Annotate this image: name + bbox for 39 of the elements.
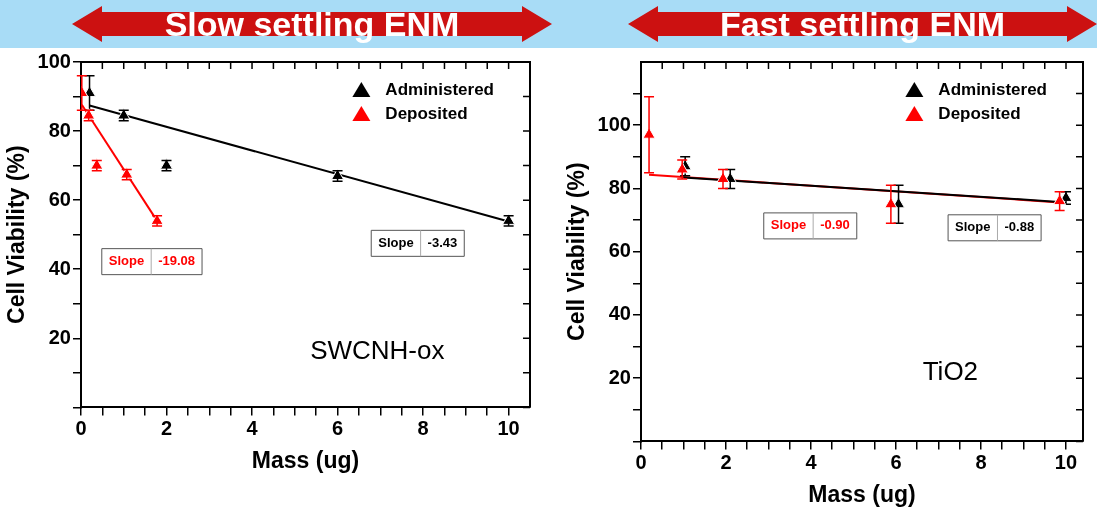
y-axis-title: Cell Viability (%) bbox=[3, 145, 30, 324]
x-tick-label: 2 bbox=[720, 450, 732, 473]
y-tick-label: 80 bbox=[48, 118, 71, 141]
annotation: Slope -0.90 bbox=[770, 217, 850, 233]
y-tick-label: 20 bbox=[608, 365, 631, 388]
legend-label: Deposited bbox=[385, 103, 468, 123]
x-tick-label: 10 bbox=[1054, 450, 1078, 473]
chart-title: Slow settling ENM bbox=[163, 4, 461, 45]
x-tick-label: 0 bbox=[75, 416, 87, 439]
x-tick-label: 0 bbox=[635, 450, 647, 473]
annotation: TiO2 bbox=[922, 356, 979, 387]
y-tick-label: 40 bbox=[608, 302, 631, 325]
x-tick-label: 2 bbox=[160, 416, 173, 439]
annotation: Slope -3.43 bbox=[378, 234, 458, 250]
y-tick-label: 80 bbox=[608, 175, 631, 198]
y-tick-label: 100 bbox=[37, 49, 71, 72]
chart-title: Fast settling ENM bbox=[718, 4, 1007, 45]
y-axis-title: Cell Viability (%) bbox=[563, 162, 590, 341]
legend-label: Administered bbox=[938, 79, 1048, 99]
x-tick-label: 6 bbox=[332, 416, 344, 439]
annotation: SWCNH-ox bbox=[310, 335, 445, 366]
x-tick-label: 4 bbox=[805, 450, 818, 473]
x-tick-label: 8 bbox=[975, 450, 987, 473]
x-tick-label: 4 bbox=[246, 416, 259, 439]
y-tick-label: 60 bbox=[48, 187, 71, 210]
y-tick-label: 60 bbox=[608, 239, 631, 262]
x-axis-title: Mass (ug) bbox=[251, 446, 360, 473]
annotation: Slope -19.08 bbox=[108, 253, 196, 269]
x-tick-label: 6 bbox=[890, 450, 902, 473]
x-tick-label: 10 bbox=[497, 416, 520, 439]
y-tick-label: 20 bbox=[48, 325, 71, 348]
annotation: Slope -0.88 bbox=[955, 219, 1035, 235]
y-tick-label: 100 bbox=[597, 112, 631, 135]
legend-label: Deposited bbox=[938, 103, 1021, 123]
x-tick-label: 8 bbox=[417, 416, 429, 439]
legend-label: Administered bbox=[385, 79, 495, 99]
y-tick-label: 40 bbox=[48, 256, 71, 279]
point bbox=[1053, 193, 1067, 206]
x-axis-title: Mass (ug) bbox=[808, 480, 916, 507]
